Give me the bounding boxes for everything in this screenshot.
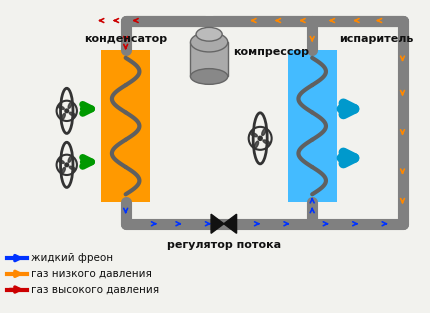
Ellipse shape	[250, 132, 258, 137]
Ellipse shape	[61, 113, 65, 120]
Text: конденсатор: конденсатор	[84, 34, 167, 44]
Bar	[190, 42, 228, 76]
Ellipse shape	[190, 32, 228, 52]
Bar	[101, 50, 150, 202]
Ellipse shape	[254, 141, 258, 148]
Ellipse shape	[61, 167, 65, 173]
Text: газ низкого давления: газ низкого давления	[31, 269, 152, 279]
Ellipse shape	[69, 166, 75, 170]
Ellipse shape	[196, 28, 222, 41]
Ellipse shape	[58, 106, 64, 110]
Ellipse shape	[68, 102, 72, 108]
Ellipse shape	[263, 140, 270, 144]
Text: испаритель: испаритель	[339, 34, 413, 44]
Ellipse shape	[69, 112, 75, 116]
Ellipse shape	[262, 129, 266, 136]
Polygon shape	[224, 214, 236, 233]
Circle shape	[65, 163, 68, 167]
Ellipse shape	[190, 69, 228, 84]
Circle shape	[65, 109, 68, 113]
Bar	[288, 50, 337, 202]
Circle shape	[258, 136, 262, 140]
Text: компрессор: компрессор	[233, 47, 309, 57]
Ellipse shape	[58, 160, 64, 163]
Polygon shape	[211, 214, 224, 233]
Text: регулятор потока: регулятор потока	[167, 240, 281, 250]
Text: газ высокого давления: газ высокого давления	[31, 285, 160, 295]
Ellipse shape	[68, 156, 72, 162]
Text: жидкий фреон: жидкий фреон	[31, 253, 114, 263]
